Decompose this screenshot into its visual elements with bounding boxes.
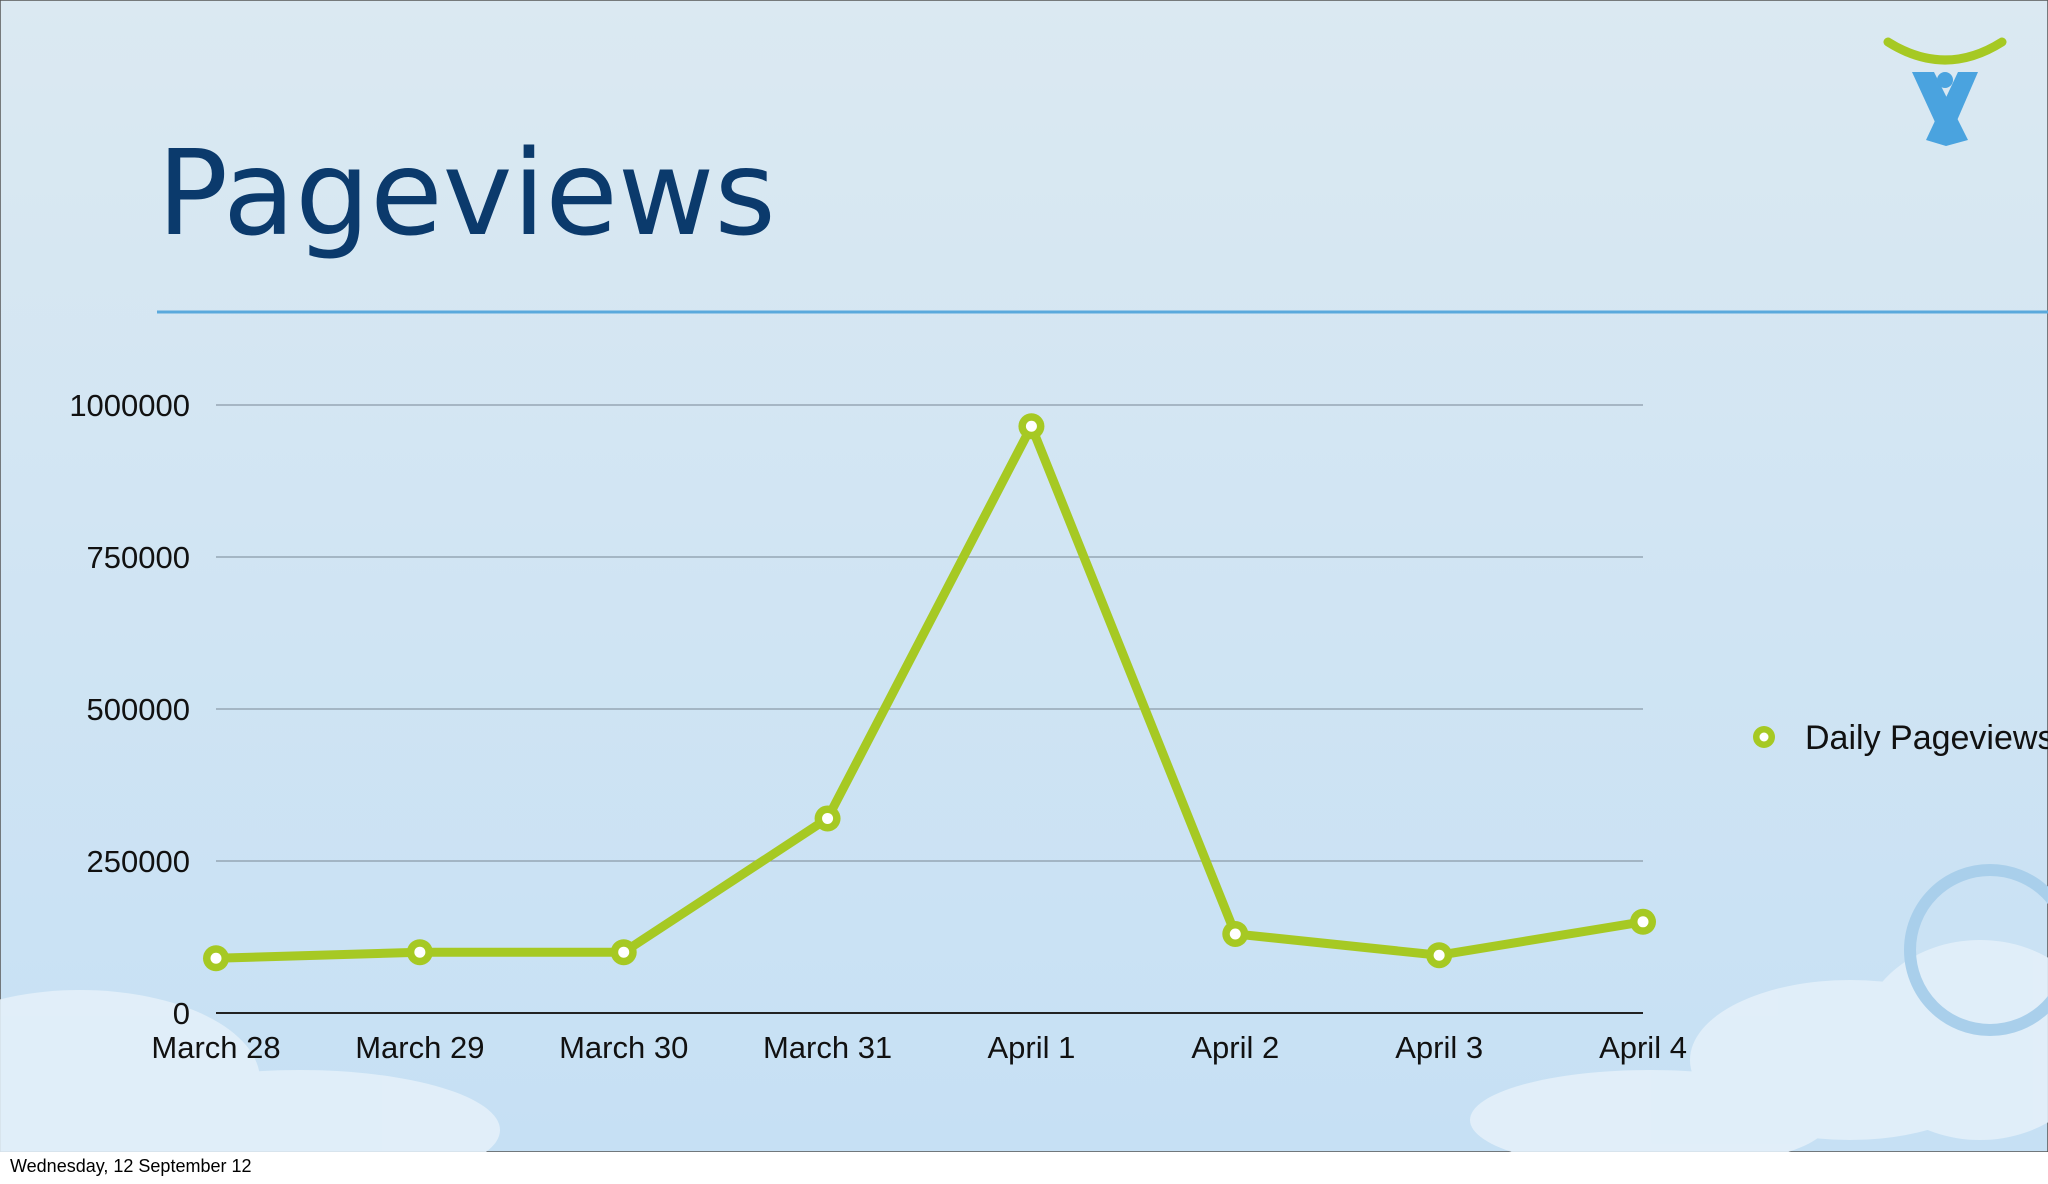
data-point-center bbox=[1637, 916, 1649, 928]
data-point-center bbox=[1025, 420, 1037, 432]
legend-label: Daily Pageviews bbox=[1805, 719, 2048, 757]
y-tick-label: 500000 bbox=[87, 692, 190, 727]
x-tick-label: March 29 bbox=[355, 1030, 484, 1065]
data-point-center bbox=[822, 812, 834, 824]
y-tick-label: 0 bbox=[173, 996, 190, 1031]
y-tick-label: 250000 bbox=[87, 844, 190, 879]
footer-bar bbox=[0, 1152, 2048, 1184]
slide-title: Pageviews bbox=[157, 124, 776, 262]
x-tick-label: March 30 bbox=[559, 1030, 688, 1065]
data-point-center bbox=[414, 946, 426, 958]
x-tick-label: March 28 bbox=[151, 1030, 280, 1065]
data-point-center bbox=[1229, 928, 1241, 940]
y-tick-label: 1000000 bbox=[69, 388, 190, 423]
data-point-center bbox=[618, 946, 630, 958]
series-line bbox=[215, 415, 1644, 963]
logo bbox=[1883, 37, 2007, 146]
x-tick-label: April 4 bbox=[1599, 1030, 1687, 1065]
globe-icon bbox=[1904, 864, 2048, 1036]
plot: 0 250000 500000 750000 1000000 March 28 March … bbox=[69, 388, 2048, 1065]
y-tick-label: 750000 bbox=[87, 540, 190, 575]
data-point-center bbox=[1433, 949, 1445, 961]
legend-marker-center bbox=[1759, 732, 1769, 742]
data-point-center bbox=[210, 952, 222, 964]
footer-date: Wednesday, 12 September 12 bbox=[10, 1156, 252, 1176]
slide-background bbox=[0, 0, 2048, 1153]
x-tick-label: March 31 bbox=[763, 1030, 892, 1065]
x-tick-label: April 2 bbox=[1191, 1030, 1279, 1065]
x-tick-label: April 1 bbox=[987, 1030, 1075, 1065]
x-tick-label: April 3 bbox=[1395, 1030, 1483, 1065]
